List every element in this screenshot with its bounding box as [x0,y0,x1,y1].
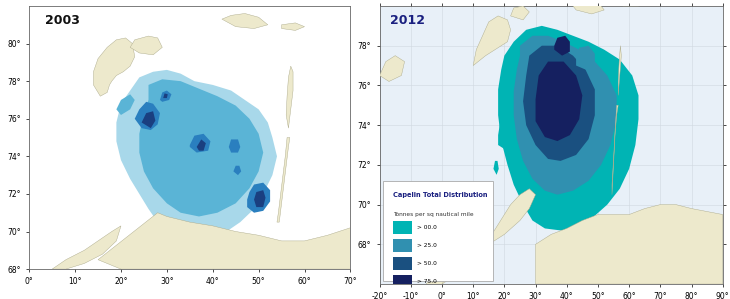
Polygon shape [247,183,270,213]
Text: Capelin Total Distribution: Capelin Total Distribution [393,192,488,198]
Polygon shape [116,70,277,237]
Polygon shape [523,46,595,161]
Polygon shape [623,0,645,6]
Polygon shape [228,139,240,152]
Text: > 50.0: > 50.0 [418,261,437,266]
FancyBboxPatch shape [383,181,493,281]
Polygon shape [199,228,208,237]
Text: 2003: 2003 [45,14,80,27]
Polygon shape [277,138,290,222]
Polygon shape [514,36,617,195]
Polygon shape [426,268,448,288]
Polygon shape [473,16,510,65]
Text: 2012: 2012 [390,14,425,27]
Polygon shape [52,226,121,269]
FancyBboxPatch shape [393,257,412,270]
Polygon shape [510,6,529,20]
Polygon shape [536,62,583,141]
Polygon shape [160,91,172,102]
Polygon shape [380,56,404,81]
Text: Tonnes per sq nautical mile: Tonnes per sq nautical mile [393,212,474,217]
Polygon shape [234,166,241,175]
Polygon shape [98,213,350,269]
FancyBboxPatch shape [393,239,412,252]
Text: > 75.0: > 75.0 [418,279,437,284]
Text: > 25.0: > 25.0 [418,243,437,248]
Polygon shape [554,36,570,56]
Polygon shape [130,36,162,55]
Polygon shape [222,13,268,28]
Polygon shape [498,26,639,231]
Polygon shape [618,46,621,95]
Polygon shape [142,111,155,128]
Polygon shape [612,105,618,195]
Polygon shape [536,205,723,284]
Polygon shape [190,134,210,152]
Polygon shape [139,79,264,216]
FancyBboxPatch shape [393,221,412,234]
Polygon shape [286,66,293,128]
Text: > 00.0: > 00.0 [418,225,437,230]
Polygon shape [576,46,595,70]
Polygon shape [282,23,304,30]
Polygon shape [135,102,160,130]
Polygon shape [573,0,604,14]
Polygon shape [196,139,206,151]
Polygon shape [93,38,135,96]
Polygon shape [164,93,168,98]
Polygon shape [238,235,247,245]
Polygon shape [426,189,536,284]
Polygon shape [493,161,499,175]
Polygon shape [498,105,507,149]
FancyBboxPatch shape [393,275,412,288]
Polygon shape [116,94,135,115]
Polygon shape [254,190,266,207]
